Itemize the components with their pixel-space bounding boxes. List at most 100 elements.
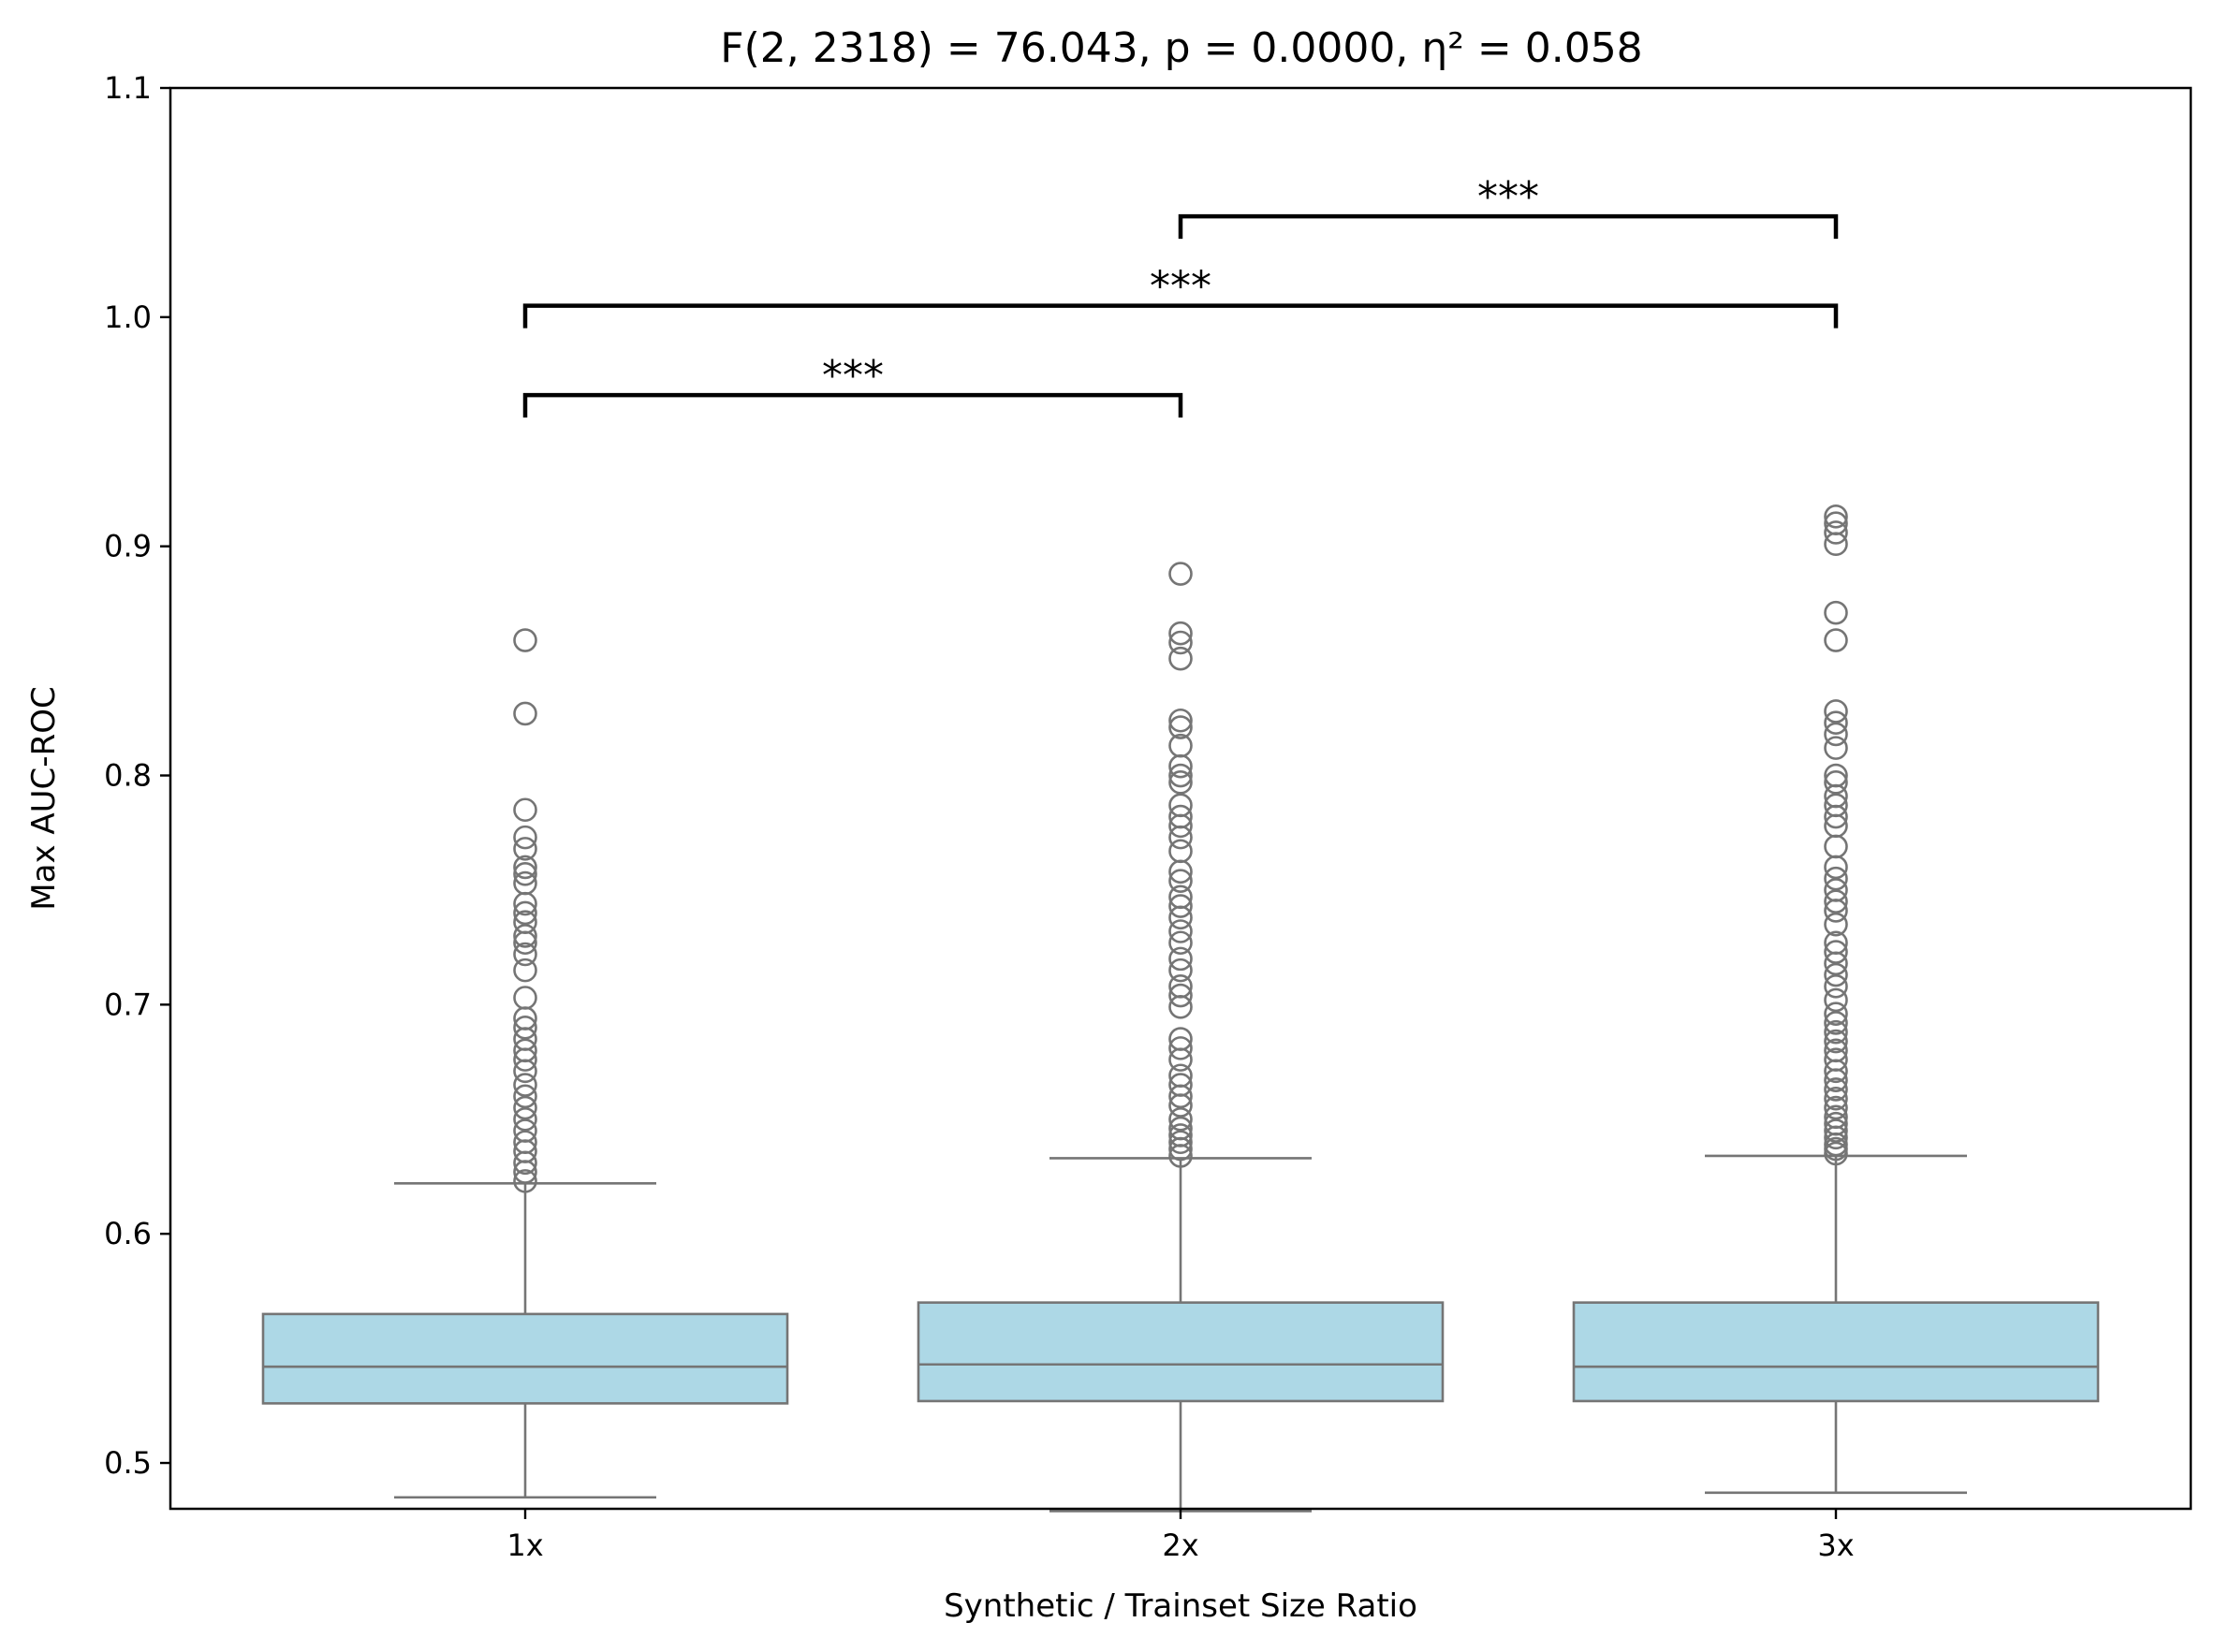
outlier-point (1168, 630, 1193, 655)
y-tick-label: 0.6 (104, 1216, 152, 1251)
x-tick-label: 3x (1817, 1528, 1854, 1563)
outlier-point (1824, 1141, 1848, 1166)
bracket-line (522, 303, 1839, 329)
y-tick-label: 1.0 (104, 300, 152, 335)
outlier-point (1168, 1093, 1193, 1118)
y-tick-label: 0.5 (104, 1445, 152, 1481)
outlier-point (513, 1016, 537, 1040)
outlier-point (1168, 839, 1193, 864)
outlier-point (1168, 813, 1193, 839)
outlier-point (513, 891, 537, 916)
box-group-3x (1572, 504, 2100, 1495)
outlier-point (1824, 1029, 1848, 1054)
outlier-point (1824, 504, 1848, 529)
outlier-point (1824, 912, 1848, 937)
outlier-point (513, 900, 537, 926)
outlier-point (1824, 962, 1848, 987)
y-axis-title: Max AUC-ROC (25, 686, 63, 910)
axes: 0.5 0.6 0.7 0.8 0.9 1.0 1.1 1x 2x 3x (104, 70, 1855, 1563)
outlier-point (1824, 889, 1848, 914)
outlier-point (1168, 562, 1193, 586)
outlier-point (513, 1169, 537, 1193)
outlier-point (513, 837, 537, 861)
significance-bracket: *** (522, 263, 1839, 329)
outlier-point (1824, 899, 1848, 923)
outlier-point (1824, 834, 1848, 859)
significance-bracket: *** (1178, 173, 1839, 240)
iqr-box (261, 1312, 789, 1405)
outlier-point (1168, 905, 1193, 930)
outlier-point (1824, 736, 1848, 760)
outlier-point (1168, 1084, 1193, 1109)
outlier-point (1168, 708, 1193, 733)
outlier-point (1824, 770, 1848, 795)
box-group-1x (261, 628, 789, 1499)
outlier-point (513, 930, 537, 956)
outlier-point (513, 628, 537, 652)
outlier-point (1824, 1019, 1848, 1045)
outlier-point (1824, 951, 1848, 976)
outlier-point (513, 924, 537, 948)
outlier-point (1168, 1130, 1193, 1155)
outlier-point (1824, 1011, 1848, 1035)
outlier-point (1168, 763, 1193, 788)
outlier-point (1168, 946, 1193, 972)
outlier-point (513, 825, 537, 850)
outlier-point (1824, 710, 1848, 736)
significance-label: *** (822, 352, 884, 400)
outlier-point (1824, 1068, 1848, 1092)
iqr-box (1572, 1301, 2100, 1403)
outlier-point (1824, 987, 1848, 1013)
outlier-point (513, 1106, 537, 1132)
outlier-point (1824, 628, 1848, 652)
outlier-point (1824, 973, 1848, 999)
outlier-point (1824, 532, 1848, 557)
outlier-point (1824, 866, 1848, 891)
outlier-point (1824, 699, 1848, 724)
significance-label: *** (1477, 173, 1539, 221)
outlier-point (1824, 804, 1848, 829)
outlier-point (1824, 855, 1848, 880)
outlier-point (513, 1073, 537, 1097)
outlier-point (1168, 869, 1193, 893)
y-tick-label: 1.1 (104, 70, 152, 106)
outlier-point (513, 861, 537, 886)
outlier-point (1824, 600, 1848, 625)
outlier-point (1168, 715, 1193, 739)
outlier-point (513, 1095, 537, 1120)
outlier-point (513, 855, 537, 880)
outlier-point (513, 942, 537, 967)
outlier-point (1168, 995, 1193, 1019)
outlier-point (1824, 520, 1848, 545)
chart-title: F(2, 2318) = 76.043, p = 0.0000, η² = 0.… (720, 24, 1642, 72)
outlier-point (1168, 770, 1193, 795)
outlier-point (1168, 983, 1193, 1008)
outlier-point (513, 797, 537, 823)
outlier-point (1824, 722, 1848, 747)
outlier-point (513, 1047, 537, 1072)
box-group-2x (917, 562, 1445, 1513)
outlier-point (1168, 646, 1193, 671)
outlier-point (1168, 859, 1193, 884)
y-tick-label: 0.9 (104, 529, 152, 564)
bracket-line (1178, 213, 1839, 240)
outlier-point (513, 1150, 537, 1176)
bracket-line (522, 392, 1183, 418)
outlier-point (1824, 1059, 1848, 1084)
outlier-point (513, 1059, 537, 1084)
outlier-point (1168, 894, 1193, 918)
significance-bracket: *** (522, 352, 1183, 418)
outlier-point (1168, 1144, 1193, 1168)
outlier-point (1168, 1136, 1193, 1162)
outlier-point (513, 986, 537, 1010)
outlier-point (513, 958, 537, 983)
outlier-point (1168, 1036, 1193, 1060)
outlier-point (1824, 1077, 1848, 1102)
outlier-point (1824, 1086, 1848, 1111)
x-tick-label: 1x (506, 1528, 543, 1563)
outlier-point (1824, 1118, 1848, 1143)
outlier-point (1824, 940, 1848, 964)
outlier-point (1824, 1125, 1848, 1150)
outlier-point (1168, 919, 1193, 943)
